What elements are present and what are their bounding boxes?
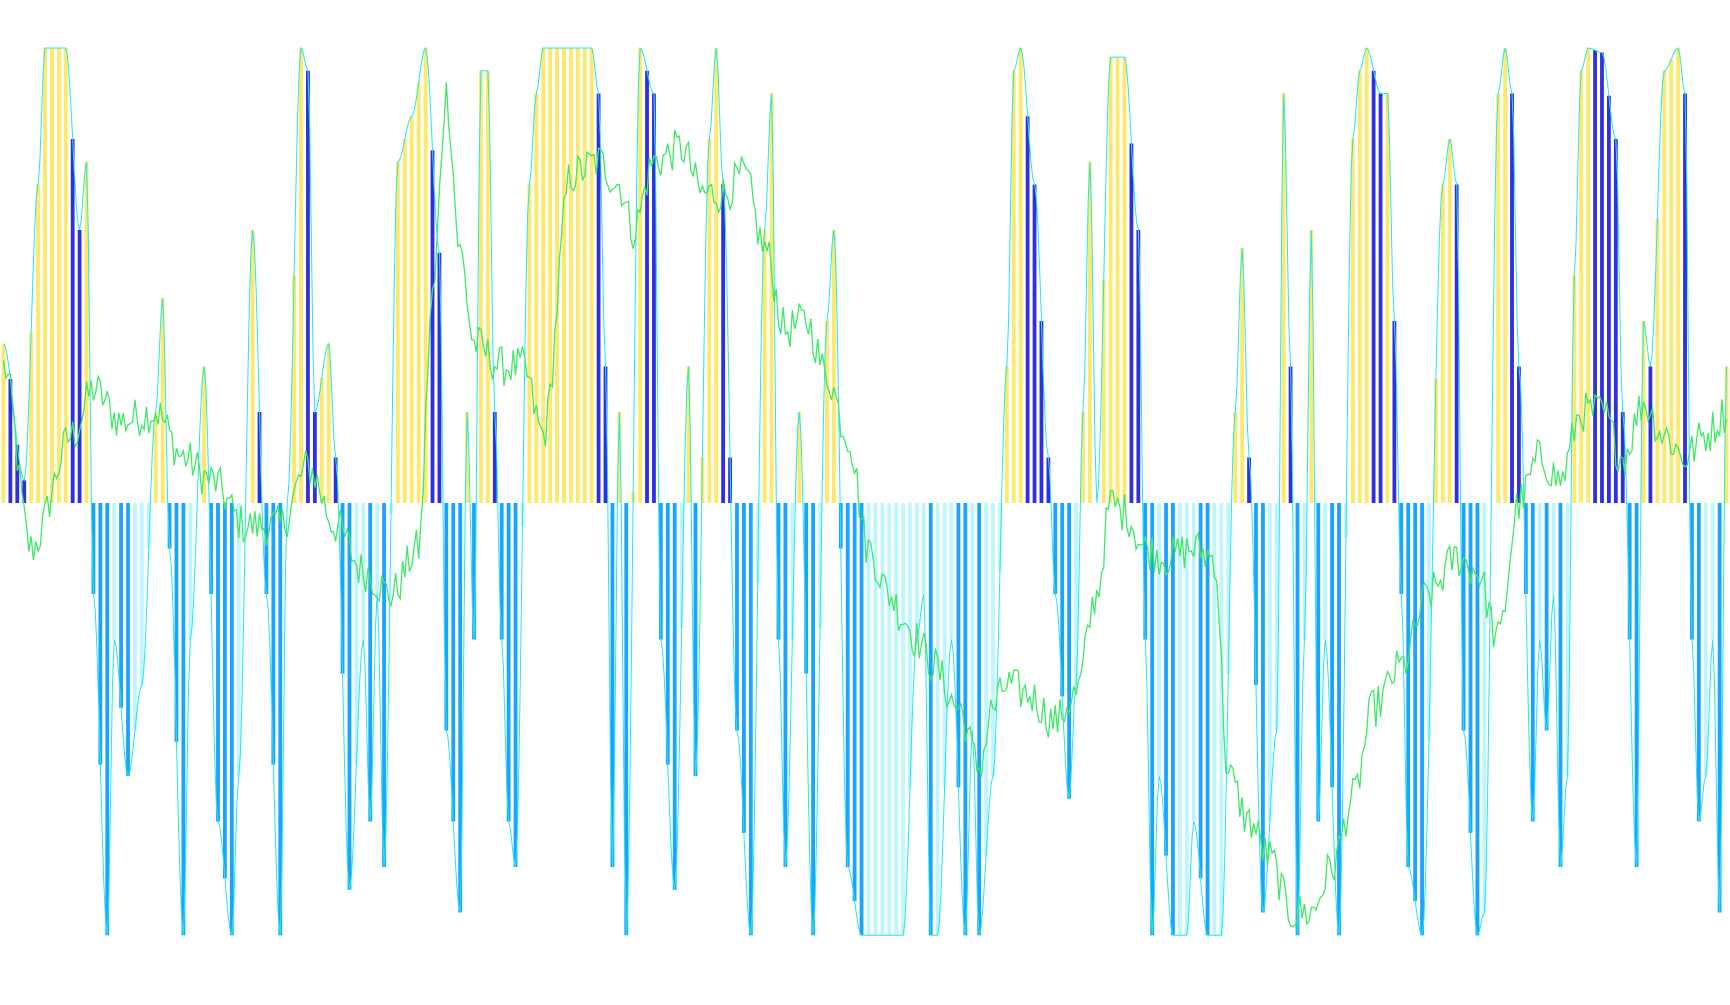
price-line xyxy=(2,82,1728,928)
envelope-line xyxy=(3,46,1728,937)
